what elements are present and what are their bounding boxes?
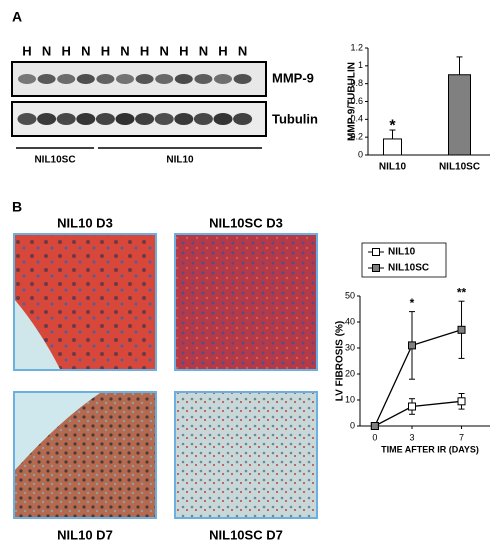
blot-band [213, 113, 233, 125]
blot-band [57, 74, 76, 84]
layout: A B MMP-9 Tubulin NIL10SC NIL10 NIL10 D3… [11, 9, 318, 542]
x-tick-label: NIL10SC [439, 162, 480, 173]
lane-label: H [179, 43, 188, 58]
blot-band [116, 74, 134, 84]
group-label: NIL10 [166, 155, 194, 166]
image-title: NIL10SC D3 [209, 215, 283, 230]
x-tick-label: 0 [372, 432, 377, 442]
blot-band [135, 74, 154, 84]
blot-band [37, 113, 57, 125]
marker [408, 402, 416, 411]
marker [408, 341, 416, 350]
y-tick-label: 10 [345, 394, 355, 404]
lane-label: H [22, 43, 31, 58]
lane-label: N [238, 43, 247, 58]
image-title: NIL10 D7 [57, 527, 113, 542]
blot-band [95, 113, 115, 125]
annotation: * [389, 117, 396, 134]
band-label: MMP-9 [272, 70, 314, 85]
blot-band [115, 113, 135, 125]
blot-band [233, 113, 253, 125]
lane-label: N [120, 43, 129, 58]
marker [370, 422, 379, 430]
x-tick-label: NIL10 [379, 162, 407, 173]
histology-image [174, 233, 318, 371]
legend-marker [372, 248, 380, 256]
blot-band [96, 74, 115, 84]
image-title: NIL10SC D7 [209, 527, 283, 542]
group-label: NIL10SC [34, 155, 75, 166]
y-tick-label: 50 [345, 290, 355, 300]
lane-label: N [199, 43, 208, 58]
y-tick-label: 30 [345, 342, 355, 352]
blot-band [18, 74, 36, 84]
blot-band [174, 113, 194, 125]
band-label: Tubulin [272, 111, 318, 126]
blot-band [214, 74, 232, 84]
x-tick-label: 3 [409, 432, 414, 442]
y-tick-label: 0.2 [350, 132, 363, 142]
y-tick-label: 0.6 [350, 96, 363, 106]
y-tick-label: 0 [350, 420, 355, 430]
annotation: * [410, 296, 415, 310]
y-tick-label: 20 [345, 368, 355, 378]
y-axis-label: MMP-9/TUBULIN [347, 62, 358, 141]
marker [457, 397, 466, 406]
legend-label: NIL10 [388, 247, 416, 258]
y-axis-label: LV FIBROSIS (%) [335, 321, 346, 401]
panel-label: A [12, 9, 22, 25]
y-tick-label: 0.4 [350, 114, 363, 124]
blot-band [233, 74, 252, 84]
annotation: ** [457, 285, 467, 299]
blot-band [37, 74, 56, 84]
lane-label: N [160, 43, 169, 58]
histology-detail [15, 300, 60, 369]
histology-image [174, 391, 318, 519]
legend-label: NIL10SC [388, 263, 429, 274]
y-tick-label: 1.2 [350, 42, 363, 52]
blot-band [135, 113, 155, 125]
series-line [374, 329, 462, 427]
blot-band [17, 113, 37, 125]
lane-label: N [42, 43, 51, 58]
blot-band [155, 74, 174, 84]
bar [448, 74, 471, 156]
panel-label: B [12, 199, 22, 215]
legend-box [361, 242, 447, 278]
y-tick-label: 40 [345, 316, 355, 326]
y-tick-label: 0.8 [350, 78, 363, 88]
x-tick-label: 7 [459, 432, 464, 442]
blot-band [76, 113, 96, 125]
image-title: NIL10 D3 [57, 215, 113, 230]
blot-band [174, 74, 193, 84]
y-tick-label: 0 [358, 149, 363, 159]
x-axis-label: TIME AFTER IR (DAYS) [381, 444, 479, 454]
histology-detail [15, 393, 100, 470]
marker [457, 325, 466, 334]
blot-band [56, 113, 76, 125]
lane-label: H [140, 43, 149, 58]
lane-label: H [218, 43, 227, 58]
blot-band [154, 113, 174, 125]
blot-band [193, 113, 213, 125]
legend-marker [372, 264, 380, 272]
blot-band [76, 74, 95, 84]
lane-label: H [101, 43, 110, 58]
blot-band [194, 74, 213, 84]
lane-label: N [81, 43, 90, 58]
bar [383, 138, 402, 156]
y-tick-label: 1 [358, 60, 363, 70]
lane-label: H [62, 43, 71, 58]
series-line [374, 400, 462, 427]
